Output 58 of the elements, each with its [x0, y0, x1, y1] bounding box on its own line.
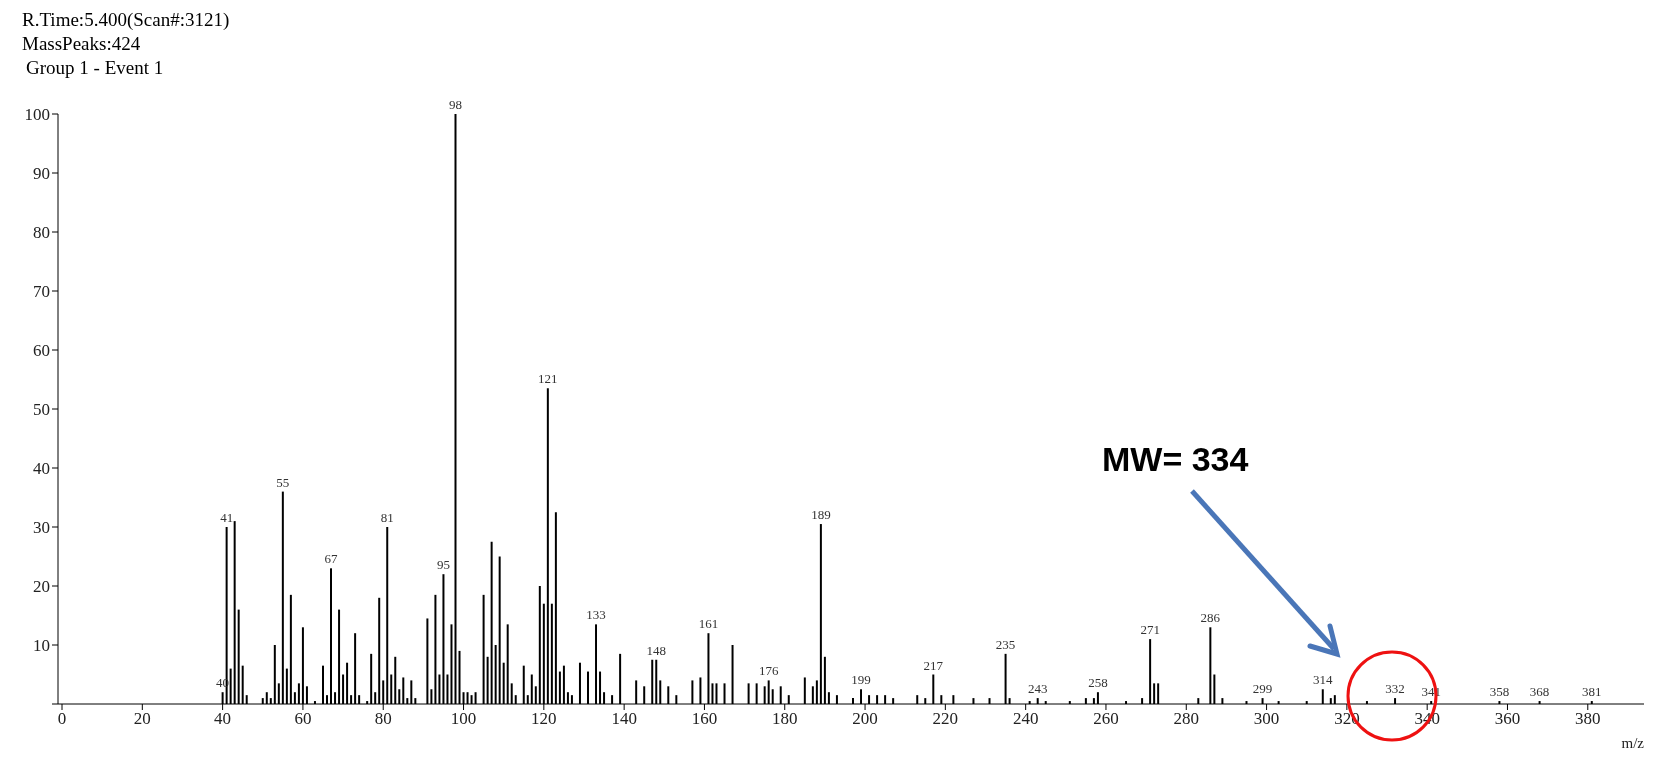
- x-tick-label: 140: [611, 709, 637, 729]
- annotation: 67: [324, 551, 339, 567]
- x-tick-label: 280: [1173, 709, 1200, 729]
- chart-subtitle: MassPeaks:424: [22, 32, 142, 56]
- y-tick-label: 100: [24, 105, 50, 125]
- annotation: 286: [1200, 610, 1221, 626]
- x-tick-label: 360: [1494, 709, 1521, 729]
- x-tick-label: 100: [450, 709, 477, 729]
- annotation: 332: [1385, 681, 1405, 697]
- y-tick-label: 30: [33, 518, 50, 538]
- annotation: 189: [811, 507, 831, 523]
- annotation: 381: [1582, 684, 1602, 700]
- annotation: 368: [1529, 684, 1550, 700]
- annotation: 95: [436, 557, 450, 573]
- x-tick-label: 60: [294, 709, 312, 729]
- x-tick-label: 40: [214, 709, 232, 729]
- y-tick-label: 20: [33, 577, 50, 597]
- annotation: 133: [586, 607, 606, 623]
- y-tick-label: 90: [33, 164, 50, 184]
- y-tick-label: 10: [33, 636, 50, 656]
- annotation: 148: [646, 642, 667, 658]
- annotation: 271: [1140, 622, 1160, 638]
- x-tick-label: 300: [1253, 709, 1280, 729]
- annotation: 161: [698, 616, 719, 632]
- annotation: 299: [1252, 681, 1273, 697]
- x-tick-label: 260: [1093, 709, 1119, 729]
- x-tick-label: 20: [133, 709, 151, 729]
- annotation: 41: [220, 510, 234, 525]
- annotation: 243: [1027, 681, 1048, 697]
- x-axis-title: m/z: [1621, 735, 1645, 751]
- y-tick-label: 40: [33, 459, 50, 479]
- annotation: 358: [1489, 684, 1510, 700]
- y-tick-label: 60: [33, 341, 50, 361]
- annotation: MW= 334: [1102, 440, 1249, 478]
- y-tick-label: 50: [33, 400, 50, 420]
- annotation: 314: [1313, 672, 1334, 688]
- y-tick-label: 80: [33, 223, 50, 243]
- annotation: 199: [851, 672, 871, 688]
- x-tick-label: 0: [57, 709, 67, 729]
- annotation: 121: [538, 371, 558, 387]
- x-tick-label: 80: [374, 709, 392, 729]
- annotation: 235: [995, 636, 1016, 652]
- chart-title: R.Time:5.400(Scan#:3121): [22, 8, 231, 32]
- x-tick-label: 180: [772, 709, 798, 729]
- annotation: 98: [449, 97, 462, 112]
- x-tick-label: 380: [1575, 709, 1601, 729]
- annotation: 217: [923, 657, 944, 673]
- y-tick-label: 70: [33, 282, 50, 302]
- x-tick-label: 200: [852, 709, 878, 729]
- x-tick-label: 220: [932, 709, 959, 729]
- annotation: 258: [1088, 675, 1108, 691]
- annotation: 55: [276, 474, 290, 490]
- x-tick-label: 160: [691, 709, 718, 729]
- annotation: 81: [380, 510, 394, 525]
- x-tick-label: 120: [531, 709, 557, 729]
- annotation: 176: [758, 663, 779, 679]
- text: Group 1 - Event 1: [25, 56, 165, 80]
- x-tick-label: 240: [1012, 709, 1039, 729]
